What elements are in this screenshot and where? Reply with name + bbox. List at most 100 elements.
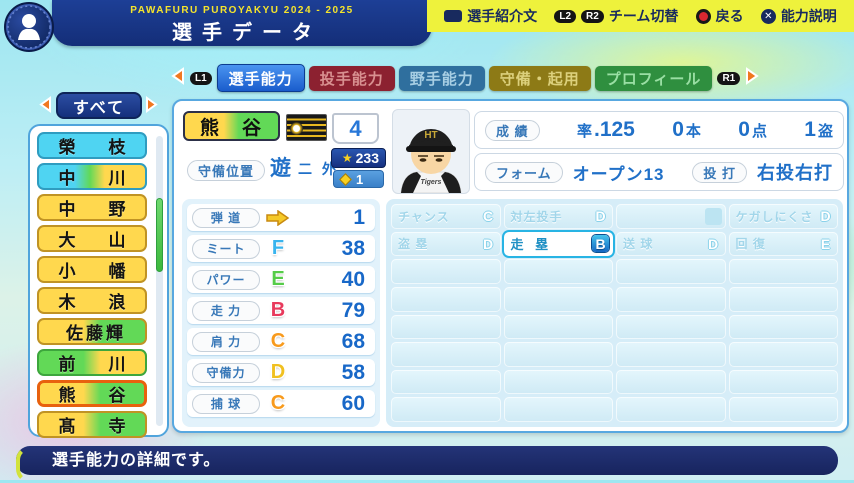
tab-4[interactable]: 守備・起用 — [488, 65, 591, 91]
player-list-item[interactable]: 木 浪 — [37, 287, 147, 314]
player-list-item[interactable]: 榮 枝 — [37, 132, 147, 159]
tabs-prev-arrow-icon[interactable] — [170, 66, 185, 90]
ability-cell-empty — [728, 342, 838, 367]
ability-cell-empty — [616, 286, 726, 312]
player-list-scrollbar[interactable] — [156, 136, 163, 426]
stat-label: 弾 道 — [192, 207, 260, 228]
ability-cell-empty — [503, 286, 613, 312]
ability-grade: D — [482, 235, 494, 252]
stat-row-C: 肩 力 C 68 — [187, 328, 375, 355]
l2-key-badge: L2 — [554, 9, 577, 23]
stat-grade: C — [270, 392, 286, 414]
player-list-item[interactable]: 佐藤輝 — [37, 318, 147, 345]
stolen-bases: 1 盗 — [804, 118, 833, 141]
ability-cell-empty — [391, 286, 501, 312]
ability-cell[interactable]: ケガしにくさ D — [728, 204, 838, 229]
player-list-item[interactable]: 髙 寺 — [37, 411, 147, 438]
star-total-badge: ★ 233 — [331, 148, 386, 168]
ability-grade: C — [482, 208, 494, 225]
shortcut-l2r2[interactable]: L2 R2 チーム切替 — [554, 6, 678, 26]
ability-label: ケガしにくさ — [735, 209, 814, 224]
stat-value: 60 — [341, 391, 365, 415]
throw-bat-label: 投 打 — [692, 161, 747, 183]
shortcut-touchpad[interactable]: 選手紹介文 — [444, 6, 537, 26]
ability-label: 送 球 — [623, 237, 654, 252]
player-list-item[interactable]: 中 野 — [37, 194, 147, 221]
game-title: PAWAFURU PUROYAKYU 2024 - 2025 — [130, 5, 354, 16]
ability-cell-empty — [728, 259, 838, 284]
shortcut-bar: 選手紹介文 L2 R2 チーム切替 戻る ✕ 能力説明 — [427, 0, 854, 32]
tab-label: 野手能力 — [409, 70, 474, 88]
ability-cell-empty — [728, 397, 838, 422]
ability-cell-empty — [616, 314, 726, 340]
circle-button-icon — [695, 8, 711, 24]
player-list: 榮 枝中 川中 野大 山小 幡木 浪佐藤輝前 川熊 谷髙 寺 — [28, 124, 169, 438]
ability-cell-empty — [503, 342, 613, 367]
stat-value: 38 — [341, 236, 365, 260]
filter-next-arrow-icon[interactable] — [145, 96, 159, 118]
svg-text:Tigers: Tigers — [421, 179, 442, 186]
player-name: 熊 谷 — [199, 117, 263, 139]
batting-stats-panel: 弾 道 1 ミート F 38 パワー E 40 走 力 B 79 肩 力 C 68 守備力 D 58 捕 球 C 60 — [182, 199, 380, 427]
stat-grade: E — [271, 268, 285, 290]
ability-label: チャンス — [398, 209, 450, 224]
stat-grade: C — [270, 330, 286, 352]
player-avatar: Tigers HT — [392, 109, 470, 194]
gem-total-badge: 1 — [333, 170, 384, 188]
ability-cell-empty — [616, 369, 726, 395]
stat-label: 走 力 — [192, 300, 260, 321]
player-list-item[interactable]: 熊 谷 — [37, 380, 147, 407]
shortcut-circle-button[interactable]: 戻る — [695, 6, 744, 26]
player-list-name: 熊 谷 — [58, 386, 134, 405]
ability-row — [391, 369, 838, 395]
gem-icon — [339, 172, 352, 186]
player-list-item[interactable]: 前 川 — [37, 349, 147, 376]
stat-value: 1 — [353, 205, 365, 229]
player-list-item[interactable]: 大 山 — [37, 225, 147, 252]
scrollbar-thumb[interactable] — [156, 198, 163, 272]
tab-3[interactable]: 野手能力 — [398, 65, 485, 91]
shortcut-label: 選手紹介文 — [467, 8, 538, 24]
ability-cell-empty — [391, 397, 501, 422]
ability-row — [391, 397, 838, 422]
ability-cell-empty — [616, 342, 726, 367]
ability-grade: B — [592, 235, 609, 253]
player-list-item[interactable]: 小 幡 — [37, 256, 147, 283]
batting-form: オープン13 — [572, 164, 665, 184]
shortcut-cross-button[interactable]: ✕ 能力説明 — [760, 6, 837, 26]
jersey-number: 4 — [349, 115, 362, 141]
game-logo — [4, 2, 54, 52]
ability-grade: E — [820, 235, 831, 252]
r2-key-badge: R2 — [581, 9, 604, 23]
player-list-name: 中 川 — [58, 169, 134, 188]
filter-prev-arrow-icon[interactable] — [38, 96, 52, 118]
mascot-icon — [7, 5, 51, 49]
ability-cell-empty — [503, 314, 613, 340]
stat-grade: B — [270, 299, 286, 321]
tab-5[interactable]: プロフィール — [594, 65, 713, 91]
ability-cell-empty — [503, 397, 613, 422]
player-list-name: 木 浪 — [58, 293, 134, 312]
stat-row-trajectory: 弾 道 1 — [187, 204, 375, 231]
tab-1[interactable]: 選手能力 — [216, 64, 305, 92]
player-list-item[interactable]: 中 川 — [37, 163, 147, 190]
ability-empty-slot — [704, 207, 722, 225]
ability-cell-empty — [728, 286, 838, 312]
ability-label: 対左投手 — [510, 209, 563, 224]
position-primary: 遊 — [270, 157, 291, 180]
star-icon: ★ — [341, 151, 353, 165]
ability-cell[interactable]: 対左投手 D — [503, 204, 613, 229]
player-list-name: 髙 寺 — [58, 417, 134, 436]
team-flag-icon — [286, 114, 327, 141]
tabs-next-arrow-icon[interactable] — [745, 66, 760, 90]
ability-cell-empty — [391, 369, 501, 395]
player-filter-dropdown[interactable]: すべて — [56, 92, 142, 119]
ability-cell[interactable]: チャンス C — [391, 204, 501, 229]
tab-2[interactable]: 投手能力 — [308, 65, 395, 91]
shortcut-label: 能力説明 — [780, 8, 837, 24]
